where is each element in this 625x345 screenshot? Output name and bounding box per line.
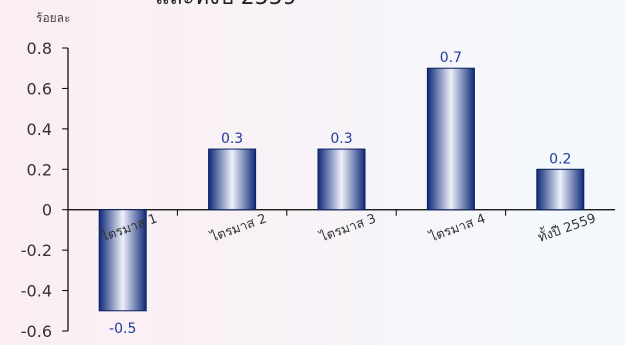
axes: 0.8 0.6 0.4 0.2 0 -0.2 -0.4 -0.6 [21, 39, 615, 341]
bar [317, 148, 366, 211]
y-tick-label: -0.2 [21, 241, 52, 260]
data-label: -0.5 [109, 321, 136, 337]
category-label: ไตรมาส 4 [427, 210, 488, 245]
category-label: ทั้งปี 2559 [535, 208, 598, 246]
data-label: 0.2 [549, 151, 571, 167]
y-tick-label: 0 [42, 201, 52, 220]
category-label: ไตรมาส 3 [317, 210, 378, 245]
y-tick-label: 0.4 [27, 120, 52, 139]
y-tick-label: 0.2 [27, 160, 52, 179]
data-label: 0.3 [330, 131, 352, 147]
bar [98, 209, 147, 312]
bars [98, 67, 585, 312]
y-axis-unit-label: ร้อยละ [36, 11, 70, 25]
y-tick-label: -0.6 [21, 322, 52, 341]
bar [536, 168, 585, 211]
data-label: 0.3 [221, 131, 243, 147]
y-tick-label: 0.6 [27, 79, 52, 98]
bar [426, 67, 475, 211]
data-label: 0.7 [440, 50, 462, 66]
bar [208, 148, 257, 211]
y-tick-label: 0.8 [27, 39, 52, 58]
category-label: ไตรมาส 2 [208, 210, 269, 245]
y-tick-label: -0.4 [21, 282, 52, 301]
chart-title: และทั้งปี 2559 [155, 0, 297, 10]
